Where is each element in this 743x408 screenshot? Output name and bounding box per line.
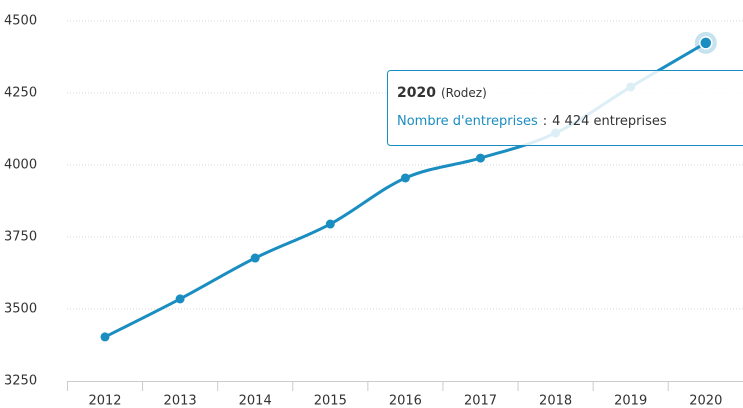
tooltip-value: 4 424 entreprises [552, 114, 667, 129]
tooltip-year: 2020 [397, 85, 436, 101]
tooltip: 2020 (Rodez) Nombre d'entreprises:4 424 en… [387, 70, 743, 146]
tooltip-separator: : [543, 114, 547, 129]
x-tick-label: 2020 [689, 394, 722, 408]
tooltip-box [387, 70, 743, 146]
y-tick-label: 3500 [4, 302, 37, 317]
point [100, 332, 110, 342]
x-tick-label: 2017 [464, 394, 497, 408]
x-tick-label: 2014 [239, 394, 272, 408]
x-tick-label: 2018 [539, 394, 572, 408]
x-tick-label: 2016 [389, 394, 422, 408]
tooltip-subtitle: (Rodez) [441, 86, 487, 100]
point [250, 253, 260, 263]
y-tick-label: 4250 [4, 86, 37, 101]
x-tick-label: 2015 [314, 394, 347, 408]
y-tick-label: 4000 [4, 158, 37, 173]
tooltip-series: Nombre d'entreprises [397, 114, 538, 129]
x-tick-label: 2012 [88, 394, 121, 408]
point [400, 173, 410, 183]
point [175, 294, 185, 304]
x-tick-label: 2019 [614, 394, 647, 408]
x-tick-label: 2013 [164, 394, 197, 408]
y-tick-label: 3250 [4, 374, 37, 389]
point [325, 219, 335, 229]
y-tick-label: 4500 [4, 14, 37, 29]
y-tick-label: 3750 [4, 230, 37, 245]
point [476, 153, 485, 163]
tooltip-body: Nombre d'entreprises:4 424 entreprises [397, 114, 667, 129]
point [699, 36, 713, 50]
tooltip-title: 2020 (Rodez) [397, 85, 487, 101]
